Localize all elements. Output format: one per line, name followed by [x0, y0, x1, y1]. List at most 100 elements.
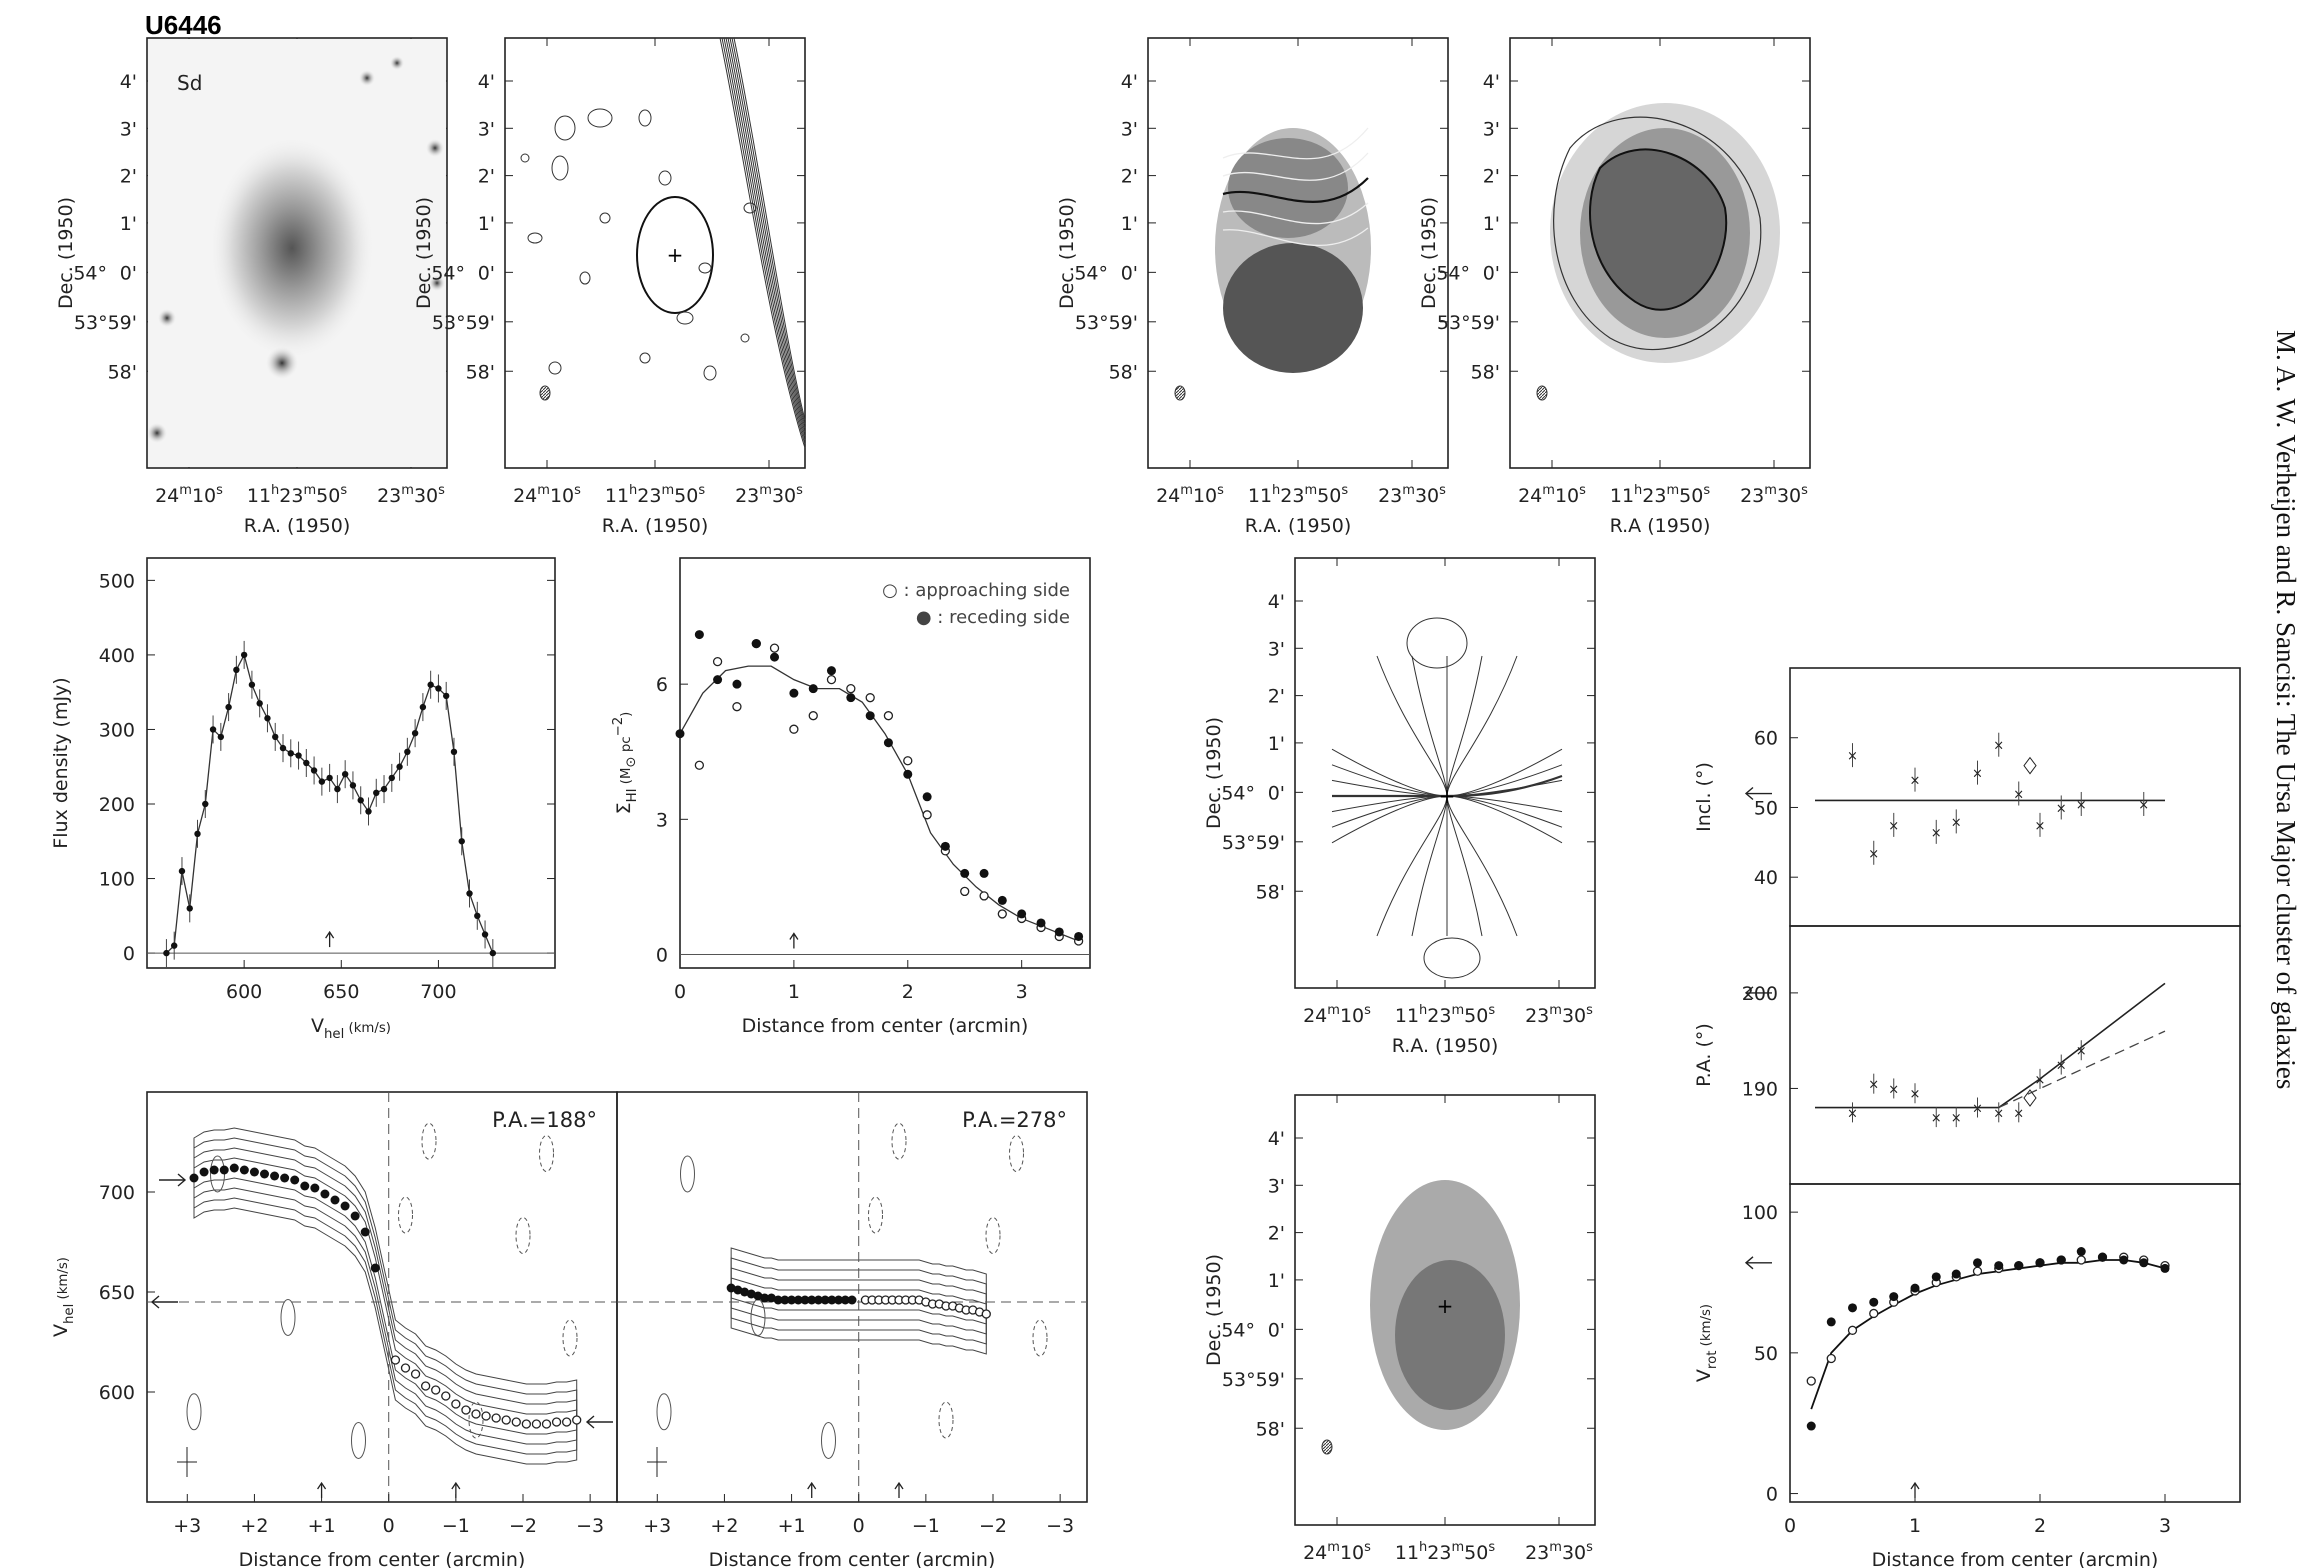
- dec-tick-label: 1': [1268, 1270, 1285, 1292]
- receding-point: [840, 1295, 850, 1305]
- plot-frame: [1294, 557, 1596, 989]
- profile-point: [427, 681, 434, 688]
- arrow-head: [177, 1173, 187, 1187]
- ra-tick-label: 23m30s: [1378, 483, 1446, 507]
- receding-point: [770, 652, 780, 662]
- dec-tick-label: 2': [1268, 686, 1285, 708]
- y-tick-label: 500: [99, 570, 135, 592]
- receding-point: [239, 1165, 249, 1175]
- receding-point: [787, 1295, 797, 1305]
- profile-point: [163, 949, 170, 957]
- contour-edge: [719, 37, 806, 449]
- pa-point: ×: [1931, 1111, 1942, 1126]
- receding-point: [1054, 927, 1064, 937]
- dec-tick-label: 1': [120, 213, 137, 235]
- approaching-point: [732, 702, 742, 712]
- y-axis-label: ΣHI (M⊙ pc−2): [611, 712, 640, 815]
- arrow-head: [585, 1415, 595, 1429]
- y-tick-label: 400: [99, 645, 135, 667]
- residual-map-dense: [1395, 1260, 1505, 1410]
- approaching-point: [491, 1413, 501, 1423]
- model-contour: [1406, 617, 1468, 669]
- approaching-point: [769, 643, 780, 653]
- profile-point: [443, 692, 450, 700]
- y-tick-label: 200: [99, 794, 135, 816]
- residual-field-panel: 4' 3' 2' 1' 0' 54° 53°59' 58' 24m10s 11h23m50s 23m…: [1203, 1094, 1596, 1564]
- x-tick-label: 600: [226, 981, 262, 1003]
- receding-point: [979, 868, 989, 878]
- model-isovelocity: [1331, 748, 1448, 797]
- receding-point: [865, 711, 875, 721]
- profile-point: [303, 759, 310, 767]
- foreground-star: [359, 70, 375, 86]
- pa-point: ×: [1888, 1082, 1899, 1097]
- x-tick-label: −1: [442, 1515, 470, 1537]
- legend-approaching: ○ : approaching side: [882, 580, 1070, 601]
- x-tick-label: 3: [2159, 1515, 2171, 1537]
- dec-tick-label: 58': [466, 361, 495, 383]
- approaching-point: [441, 1391, 451, 1401]
- profile-point: [373, 789, 380, 797]
- pa-point: ×: [2056, 1059, 2067, 1074]
- noise-contour: [527, 232, 543, 244]
- incl-point: ×: [2035, 819, 2046, 834]
- profile-point: [365, 808, 372, 815]
- contour-edge: [723, 37, 806, 441]
- dec-tick-label: 53°59': [1222, 1369, 1285, 1391]
- pa-point: ×: [2013, 1106, 2024, 1121]
- model-isovelocity: [1331, 795, 1448, 828]
- x-tick-label: 3: [1016, 981, 1028, 1003]
- incl-point: ×: [2138, 798, 2149, 813]
- journal-citation: M. A. W. Verheijen and R. Sancisi: The U…: [2270, 330, 2310, 1230]
- dec-axis-label: Dec. (1950): [1203, 1254, 1225, 1366]
- receding-point: [1931, 1272, 1941, 1282]
- receding-point: [789, 688, 799, 698]
- dec-tick-label: 1': [1121, 213, 1138, 235]
- profile-point: [225, 703, 232, 711]
- pa-point: ×: [2035, 1073, 2046, 1088]
- receding-point: [350, 1211, 360, 1221]
- profile-point: [171, 942, 178, 949]
- incl-point: ×: [1993, 739, 2004, 754]
- dec-tick-label: 1': [1268, 733, 1285, 755]
- x-axis-label: Distance from center (arcmin): [742, 1015, 1029, 1037]
- profile-point: [396, 763, 403, 770]
- incl-point: ×: [1972, 767, 1983, 782]
- dec-tick-label: 1': [1483, 213, 1500, 235]
- noise-contour: [639, 352, 651, 364]
- noise-contour: [743, 202, 757, 214]
- incl-point: ×: [1910, 774, 1921, 789]
- dec-tick-label: 53°59': [1437, 312, 1500, 334]
- plot-frame: [1789, 1183, 2241, 1503]
- isovelocity-contour: [1222, 127, 1369, 160]
- arrow-head: [1744, 786, 1754, 801]
- foreground-star: [390, 56, 404, 70]
- receding-point: [793, 1295, 803, 1305]
- dec-tick-label: 1': [478, 213, 495, 235]
- rotation-curve-line: [1810, 1259, 2166, 1410]
- dec-tick-label: 0': [120, 262, 137, 284]
- contour-edge: [721, 37, 806, 445]
- y-tick-label: 300: [99, 719, 135, 741]
- ra-tick-label: 24m10s: [1156, 483, 1224, 507]
- model-isovelocity: [1446, 655, 1518, 797]
- noise-contour: [515, 1217, 531, 1254]
- y-tick-label: 0: [123, 943, 135, 965]
- x-axis-label: Distance from center (arcmin): [709, 1549, 996, 1568]
- approaching-point: [883, 711, 894, 721]
- noise-contour: [186, 1393, 202, 1431]
- contour-map-panel: 4' 3' 2' 1' 0' 54° 53°59' 58' 24m10s 11h23m50s 23m…: [413, 37, 806, 537]
- contour-edge: [727, 37, 806, 433]
- beam-ellipse: [1536, 385, 1548, 401]
- approaching-point: [922, 810, 932, 820]
- x-tick-label: −2: [979, 1515, 1007, 1537]
- approaching-point: [420, 1381, 431, 1391]
- noise-contour: [676, 311, 694, 325]
- noise-contour: [280, 1299, 296, 1336]
- receding-point: [280, 1173, 290, 1183]
- receding-point: [1036, 918, 1046, 928]
- profile-point: [380, 785, 388, 793]
- dec-tick-label: 4': [1121, 71, 1138, 93]
- receding-point: [1910, 1283, 1920, 1293]
- optical-pa-diamond: [2023, 1089, 2037, 1107]
